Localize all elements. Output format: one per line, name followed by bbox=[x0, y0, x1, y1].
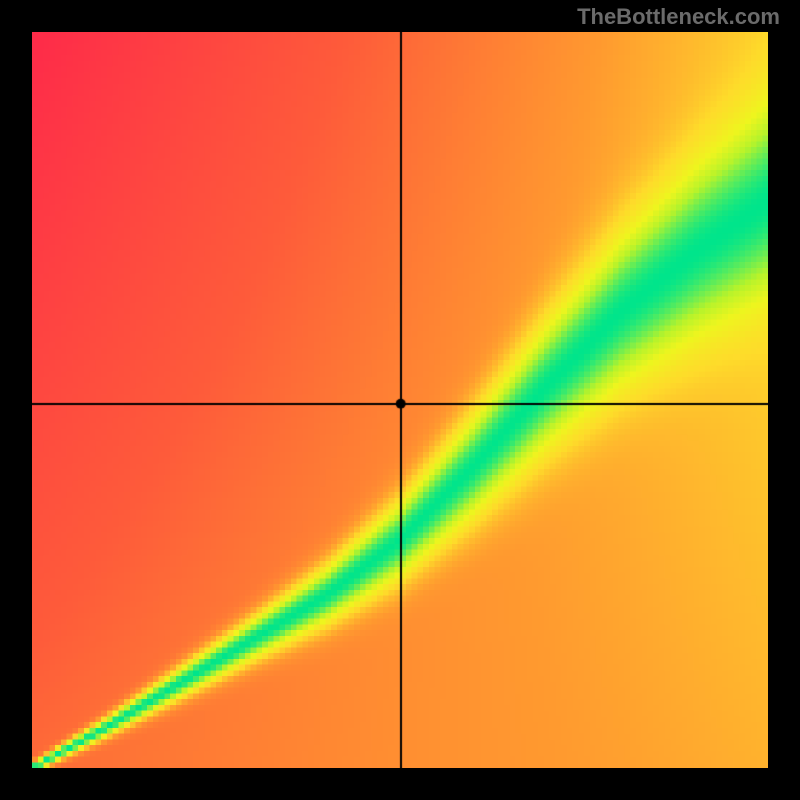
watermark-text: TheBottleneck.com bbox=[577, 4, 780, 30]
bottleneck-heatmap bbox=[32, 32, 768, 768]
chart-container: TheBottleneck.com bbox=[0, 0, 800, 800]
